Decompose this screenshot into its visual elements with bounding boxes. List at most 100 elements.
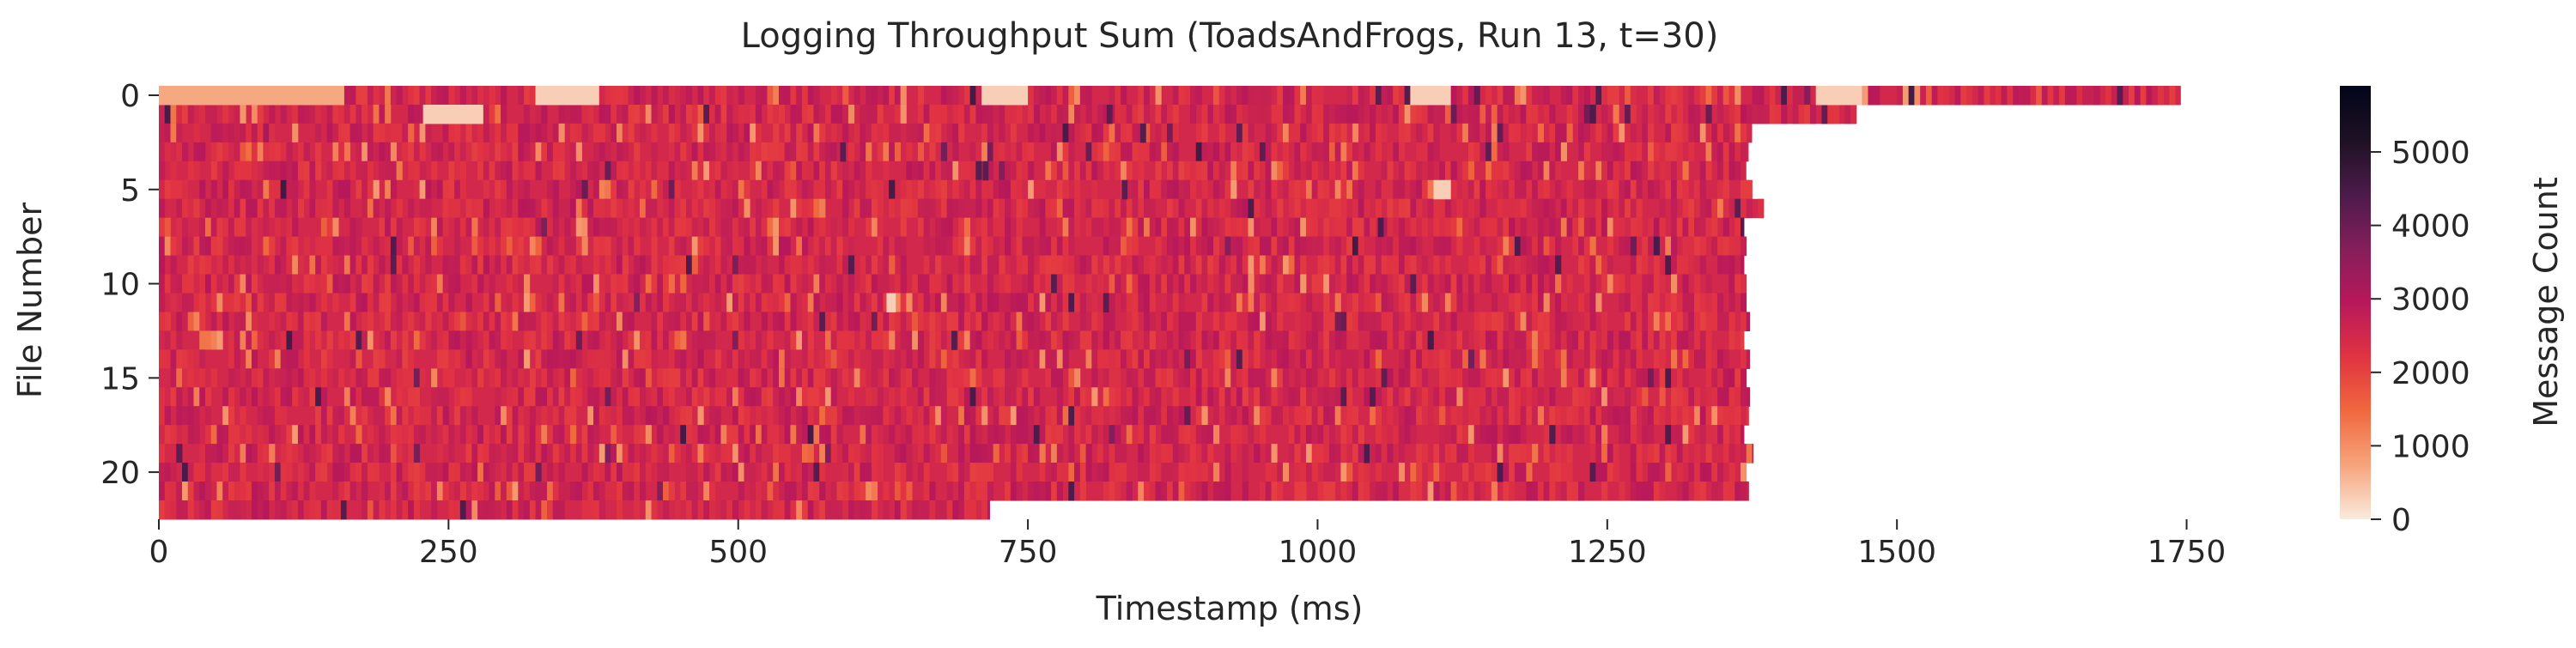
- heatmap-cell: [1984, 86, 1990, 106]
- heatmap-cell: [1317, 255, 1324, 276]
- heatmap-cell: [1607, 255, 1613, 276]
- heatmap-cell: [929, 104, 936, 124]
- heatmap-cell: [1288, 387, 1295, 407]
- heatmap-cell: [1462, 463, 1469, 482]
- heatmap-cell: [1103, 312, 1109, 331]
- heatmap-cell: [1473, 425, 1480, 445]
- heatmap-cell: [767, 463, 774, 482]
- heatmap-cell: [640, 217, 647, 238]
- heatmap-cell: [1433, 217, 1440, 238]
- heatmap-cell: [1190, 349, 1197, 369]
- heatmap-cell: [987, 123, 994, 143]
- heatmap-cell: [929, 198, 936, 219]
- heatmap-cell: [1509, 217, 1516, 238]
- heatmap-cell: [963, 368, 971, 388]
- heatmap-cell: [408, 500, 415, 520]
- heatmap-cell: [952, 274, 959, 294]
- heatmap-cell: [1630, 179, 1637, 200]
- x-tick-label: 1250: [1568, 535, 1647, 570]
- heatmap-cell: [187, 255, 194, 276]
- heatmap-cell: [1735, 481, 1741, 501]
- heatmap-cell: [413, 293, 421, 312]
- heatmap-cell: [784, 406, 791, 426]
- heatmap-cell: [1514, 406, 1522, 426]
- heatmap-cell: [1532, 406, 1539, 426]
- heatmap-cell: [738, 255, 744, 276]
- heatmap-cell: [958, 198, 965, 219]
- heatmap-cell: [1213, 160, 1220, 181]
- heatmap-cell: [1398, 86, 1406, 106]
- heatmap-cell: [1282, 179, 1290, 200]
- heatmap-cell: [390, 312, 398, 331]
- heatmap-cell: [222, 387, 229, 407]
- heatmap-cell: [1450, 160, 1457, 181]
- heatmap-cell: [1132, 312, 1139, 331]
- heatmap-cell: [1375, 425, 1382, 445]
- heatmap-cell: [454, 500, 461, 520]
- heatmap-cell: [1068, 444, 1075, 463]
- heatmap-cell: [1328, 425, 1336, 445]
- heatmap-cell: [315, 387, 322, 407]
- heatmap-row: [159, 444, 1754, 463]
- heatmap-cell: [1694, 463, 1701, 482]
- heatmap-cell: [495, 104, 501, 124]
- heatmap-cell: [465, 198, 472, 219]
- heatmap-cell: [1705, 123, 1712, 143]
- heatmap-cell: [790, 274, 797, 294]
- heatmap-cell: [501, 160, 507, 181]
- heatmap-cell: [796, 368, 803, 388]
- heatmap-cell: [889, 123, 896, 143]
- heatmap-cell: [1259, 236, 1267, 257]
- heatmap-cell: [425, 463, 432, 482]
- heatmap-cell: [680, 142, 687, 162]
- heatmap-cell: [663, 104, 670, 124]
- heatmap-cell: [1520, 463, 1527, 482]
- heatmap-cell: [581, 425, 588, 445]
- heatmap-cell: [1317, 406, 1324, 426]
- heatmap-cell: [1352, 425, 1359, 445]
- heatmap-cell: [1456, 104, 1463, 124]
- heatmap-cell: [1497, 387, 1504, 407]
- heatmap-cell: [860, 406, 866, 426]
- heatmap-cell: [1039, 481, 1046, 501]
- heatmap-cell: [1532, 444, 1539, 463]
- heatmap-cell: [773, 481, 780, 501]
- heatmap-cell: [396, 293, 403, 312]
- heatmap-cell: [501, 406, 507, 426]
- heatmap-cell: [807, 198, 814, 219]
- heatmap-cell: [1781, 86, 1788, 106]
- heatmap-cell: [975, 293, 982, 312]
- heatmap-cell: [1005, 312, 1012, 331]
- heatmap-cell: [1056, 160, 1063, 181]
- heatmap-cell: [1636, 312, 1643, 331]
- heatmap-cell: [732, 293, 739, 312]
- low-value-cell: [535, 86, 599, 106]
- heatmap-cell: [1607, 387, 1613, 407]
- heatmap-cell: [263, 179, 270, 200]
- heatmap-cell: [361, 142, 368, 162]
- heatmap-cell: [495, 425, 501, 445]
- heatmap-cell: [617, 312, 623, 331]
- heatmap-cell: [2064, 86, 2071, 106]
- heatmap-cell: [1473, 274, 1480, 294]
- heatmap-cell: [396, 444, 403, 463]
- heatmap-cell: [871, 463, 878, 482]
- heatmap-cell: [1091, 368, 1098, 388]
- heatmap-cell: [738, 349, 744, 369]
- heatmap-cell: [1665, 160, 1672, 181]
- heatmap-cell: [552, 406, 559, 426]
- heatmap-cell: [1699, 86, 1706, 106]
- heatmap-cell: [187, 463, 194, 482]
- heatmap-cell: [1149, 425, 1156, 445]
- heatmap-cell: [1537, 86, 1544, 106]
- heatmap-cell: [465, 217, 472, 238]
- heatmap-cell: [640, 123, 647, 143]
- heatmap-cell: [946, 425, 953, 445]
- heatmap-cell: [1167, 293, 1174, 312]
- heatmap-cell: [1467, 444, 1475, 463]
- heatmap-cell: [1717, 368, 1724, 388]
- heatmap-cell: [1010, 142, 1017, 162]
- heatmap-cell: [1045, 425, 1052, 445]
- heatmap-cell: [228, 330, 235, 350]
- heatmap-cell: [564, 217, 571, 238]
